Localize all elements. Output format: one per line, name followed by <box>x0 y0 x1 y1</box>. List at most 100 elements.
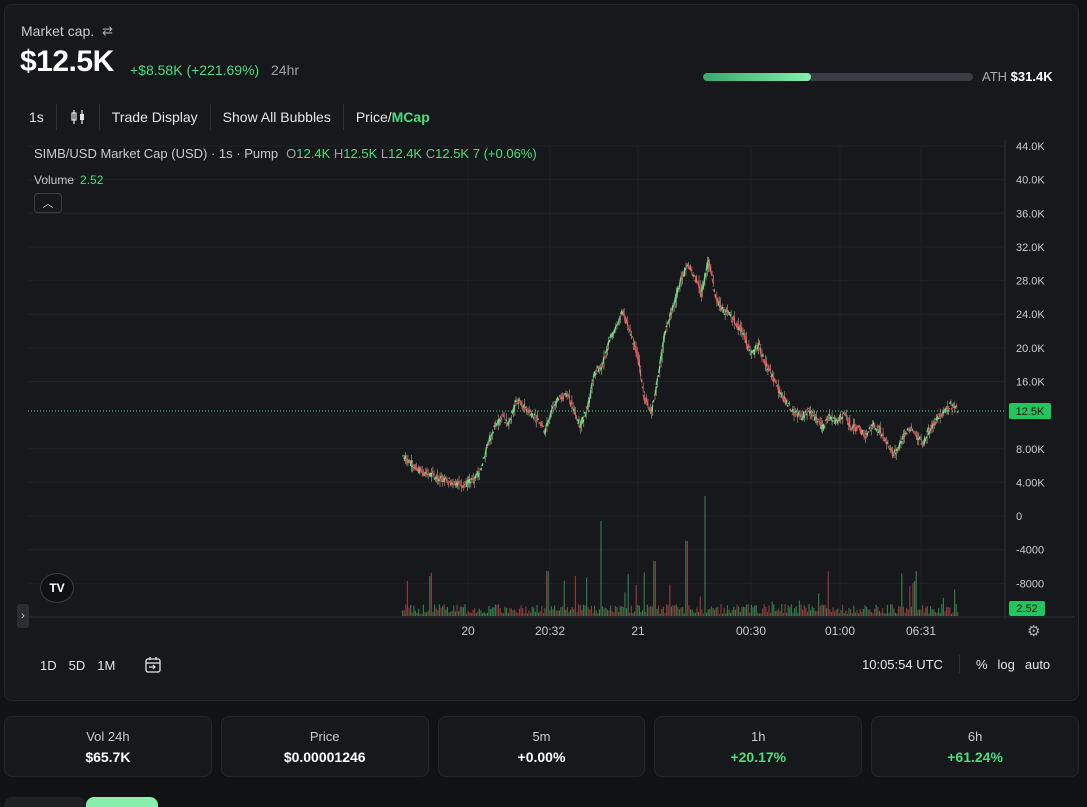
tradingview-logo[interactable]: TV <box>40 573 74 603</box>
volume-bar <box>605 607 607 616</box>
x-tick-label: 01:00 <box>825 624 855 638</box>
volume-bar <box>928 613 930 616</box>
volume-bar <box>898 606 900 616</box>
volume-bar <box>418 608 420 616</box>
volume-bar <box>766 612 768 616</box>
volume-bar <box>430 572 432 616</box>
volume-bar <box>707 609 709 616</box>
volume-bar <box>723 608 725 616</box>
volume-bar <box>634 611 636 616</box>
volume-bar <box>483 612 485 616</box>
volume-bar <box>597 613 599 616</box>
volume-bar <box>827 571 829 616</box>
volume-bar <box>722 613 724 616</box>
range-5d[interactable]: 5D <box>68 657 86 673</box>
volume-bar <box>880 612 882 616</box>
volume-bar <box>408 607 410 616</box>
volume-bar <box>578 604 580 616</box>
range-1m[interactable]: 1M <box>97 657 116 673</box>
legend-high-value: 12.5K <box>343 146 378 161</box>
volume-bar <box>720 604 722 616</box>
volume-bar <box>846 613 848 616</box>
volume-bar <box>954 589 956 616</box>
market-cap-label-row: Market cap. ⇄ <box>21 23 113 39</box>
volume-bar <box>530 612 532 616</box>
volume-bar <box>805 607 807 616</box>
tab-active[interactable] <box>86 797 158 807</box>
volume-bar <box>768 605 770 616</box>
volume-bar <box>566 607 568 616</box>
volume-bar <box>651 606 653 616</box>
tab-inactive[interactable] <box>4 797 86 807</box>
volume-bar <box>829 609 831 616</box>
volume-bar <box>669 584 671 616</box>
volume-bar <box>894 612 896 616</box>
volume-bar <box>496 604 498 616</box>
volume-bar <box>472 609 474 616</box>
y-tick-label: 28.0K <box>1016 276 1045 288</box>
expand-sidebar-button[interactable]: › <box>17 604 29 628</box>
chart-settings-button[interactable]: ⚙ <box>1027 622 1040 640</box>
volume-bar <box>560 607 562 616</box>
percent-toggle[interactable]: % <box>975 656 988 672</box>
volume-bar <box>469 612 471 616</box>
auto-toggle[interactable]: auto <box>1024 656 1051 672</box>
stat-value: +61.24% <box>947 748 1003 765</box>
volume-bar <box>480 610 482 616</box>
volume-bar <box>907 609 909 616</box>
range-1d[interactable]: 1D <box>40 657 57 673</box>
volume-bar <box>582 604 584 616</box>
volume-bar <box>648 607 650 616</box>
volume-bar <box>563 580 565 616</box>
volume-bar <box>886 604 888 616</box>
volume-bar <box>413 605 415 616</box>
interval-selector[interactable]: 1s <box>17 104 57 130</box>
price-mcap-toggle[interactable]: Price / MCap <box>355 109 430 125</box>
volume-bar <box>568 611 570 616</box>
volume-bar <box>914 581 916 616</box>
swap-icon[interactable]: ⇄ <box>102 23 114 38</box>
volume-bar <box>696 607 698 616</box>
collapse-legend-button[interactable]: ︿ <box>34 193 62 213</box>
volume-bar <box>733 606 735 616</box>
volume-bar <box>843 613 845 616</box>
volume-bar <box>517 612 519 616</box>
volume-bar <box>754 605 756 616</box>
volume-bar <box>838 613 840 616</box>
legend-symbol: SIMB/USD Market Cap (USD) · 1s · Pump <box>34 146 279 161</box>
volume-bar <box>941 604 943 616</box>
volume-bar <box>888 613 890 616</box>
volume-bar <box>550 606 552 616</box>
log-toggle[interactable]: log <box>997 656 1015 672</box>
volume-bar <box>864 605 866 616</box>
divider <box>958 655 960 673</box>
volume-bar <box>640 612 642 616</box>
show-bubbles-button[interactable]: Show All Bubbles <box>211 104 344 130</box>
candlestick-icon <box>71 110 84 124</box>
volume-bar <box>725 613 727 616</box>
date-range-icon[interactable] <box>143 655 163 675</box>
price-chart[interactable]: 44.0K 40.0K 36.0K 32.0K 28.0K 24.0K 20.0K 16.0K… <box>0 0 1087 650</box>
volume-bar <box>475 613 477 616</box>
trade-display-button[interactable]: Trade Display <box>100 104 211 130</box>
volume-bar <box>616 607 618 616</box>
volume-bar <box>792 612 794 616</box>
volume-bar <box>810 610 812 616</box>
volume-bar <box>590 605 592 616</box>
volume-bar <box>872 613 874 616</box>
volume-bar <box>482 613 484 616</box>
volume-bar <box>830 612 832 616</box>
volume-bar <box>798 600 800 616</box>
volume-bar <box>765 606 767 616</box>
volume-bar <box>896 613 898 616</box>
stats-row: Vol 24h $65.7K Price $0.00001246 5m +0.0… <box>4 716 1079 777</box>
stat-price: Price $0.00001246 <box>220 716 429 777</box>
volume-bar <box>842 604 844 616</box>
volume-bar <box>933 609 935 616</box>
volume-bar <box>534 611 536 616</box>
chart-type-button[interactable] <box>57 104 100 130</box>
volume-bar <box>440 607 442 616</box>
volume-bar <box>835 609 837 616</box>
volume-bar <box>822 605 824 616</box>
volume-bar <box>944 611 946 616</box>
